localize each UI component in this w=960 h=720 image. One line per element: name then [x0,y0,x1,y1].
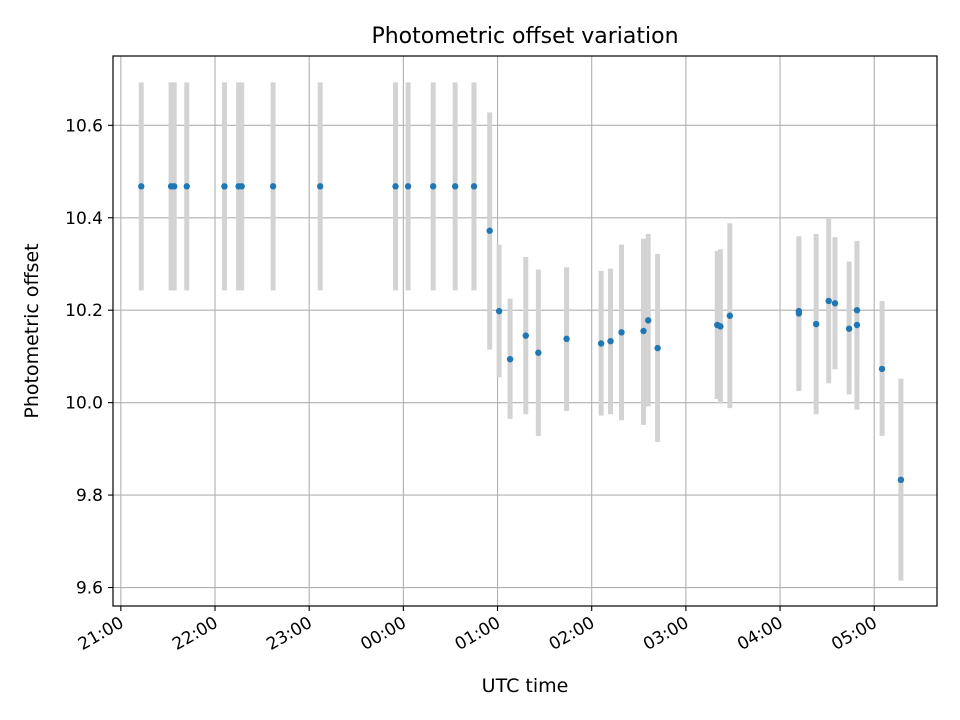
y-tick-label: 10.4 [65,209,103,229]
y-tick-label: 9.8 [76,486,103,506]
data-point [138,183,145,190]
data-point [831,300,839,307]
data-point [470,183,478,190]
y-tick-label: 9.6 [76,579,103,599]
data-point [221,183,228,190]
data-point [429,183,437,190]
data-point [451,183,459,190]
data-point [825,297,832,305]
data-point [238,183,245,190]
plot-frame [112,55,938,607]
data-point [845,325,853,332]
data-point [316,183,324,190]
data-point [607,337,614,345]
y-tick-label: 10.0 [65,394,103,414]
y-tick-label: 10.2 [65,301,103,321]
data-point [522,332,529,339]
data-point [654,344,661,352]
data-point [853,307,861,314]
data-point [853,321,861,329]
data-point [795,307,803,315]
data-point [812,320,820,328]
data-point [726,312,734,319]
y-axis-label: Photometric offset [21,243,43,418]
data-point [404,183,412,190]
data-point [171,183,178,190]
data-points [138,183,905,484]
data-point [878,365,886,373]
data-point [717,323,724,330]
y-tick-label: 10.6 [65,116,103,136]
data-point [535,349,542,356]
data-point [183,183,190,190]
chart-title: Photometric offset variation [371,24,678,49]
data-point [618,329,625,336]
data-point [640,327,647,335]
data-point [486,227,493,234]
data-point [563,335,570,343]
data-point [897,476,905,484]
data-point [392,183,399,190]
data-point [506,355,514,363]
y-axis-ticks: 9.6 9.8 10.0 10.2 10.4 10.6 [65,116,113,599]
data-point [645,317,652,324]
data-point [269,183,277,190]
data-point [495,307,503,315]
x-axis-label: UTC time [482,675,569,697]
data-point [597,340,605,347]
